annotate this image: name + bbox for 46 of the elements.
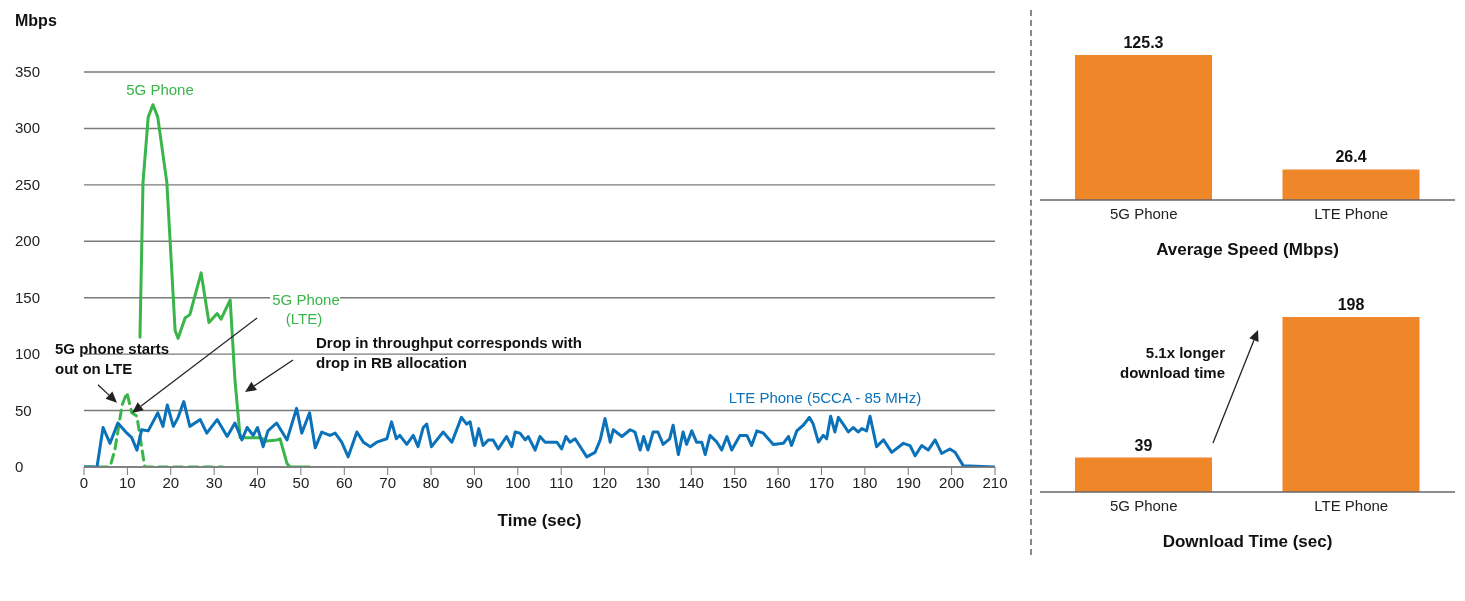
x-tick-label: 120	[592, 473, 618, 491]
x-tick-label: LTE Phone	[1314, 204, 1389, 222]
series-label: LTE Phone (5CCA - 85 MHz)	[728, 389, 922, 406]
x-tick-label: 180	[852, 473, 878, 491]
x-tick-label: 0	[79, 473, 89, 491]
x-tick-label: 100	[505, 473, 531, 491]
x-tick-label: 30	[205, 473, 223, 491]
y-tick-label: 150	[15, 288, 41, 306]
x-tick-label: LTE Phone	[1314, 496, 1389, 514]
y-tick-label: 300	[15, 119, 41, 137]
x-tick-label: 150	[722, 473, 748, 491]
x-axis-title: Average Speed (Mbps)	[1156, 240, 1339, 259]
y-tick-label: 350	[15, 63, 41, 80]
y-tick-label: 250	[15, 175, 41, 193]
x-tick-label: 170	[808, 473, 834, 491]
x-axis-title: Time (sec)	[497, 511, 582, 530]
y-tick-label: 100	[15, 345, 41, 363]
x-axis-title: Download Time (sec)	[1162, 532, 1333, 551]
x-tick-label: 60	[335, 473, 353, 491]
series-label: 5G Phone	[126, 81, 194, 98]
x-tick-label: 110	[549, 473, 574, 491]
y-tick-label: 0	[15, 458, 24, 475]
x-tick-label: 210	[982, 473, 1008, 491]
x-tick-label: 90	[466, 473, 483, 491]
x-tick-label: 10	[119, 473, 136, 491]
x-tick-label: 160	[765, 473, 791, 491]
data-label: 26.4	[1335, 148, 1367, 166]
x-tick-label: 130	[635, 473, 661, 491]
y-tick-label: 200	[15, 232, 41, 250]
annotation: 5G phone starts out on LTE	[54, 339, 170, 377]
x-tick-label: 190	[895, 473, 921, 491]
annotation: 5.1x longer download time	[1120, 344, 1225, 381]
data-label: 39	[1134, 436, 1153, 454]
x-tick-label: 70	[379, 473, 397, 491]
text: 5G Phone (LTE)	[272, 291, 340, 327]
x-tick-label: 80	[422, 473, 440, 491]
y-tick-label: 50	[15, 401, 32, 419]
x-tick-label: 140	[678, 473, 704, 491]
x-tick-label: 200	[939, 473, 965, 491]
data-label: 198	[1337, 296, 1365, 313]
x-tick-label: 50	[292, 473, 310, 491]
y-axis-title: Mbps	[15, 12, 57, 29]
data-label: 125.3	[1123, 34, 1164, 51]
x-tick-label: 40	[249, 473, 266, 491]
x-tick-label: 20	[162, 473, 180, 491]
annotation: Drop in throughput corresponds with drop in RB allocation	[316, 334, 582, 371]
